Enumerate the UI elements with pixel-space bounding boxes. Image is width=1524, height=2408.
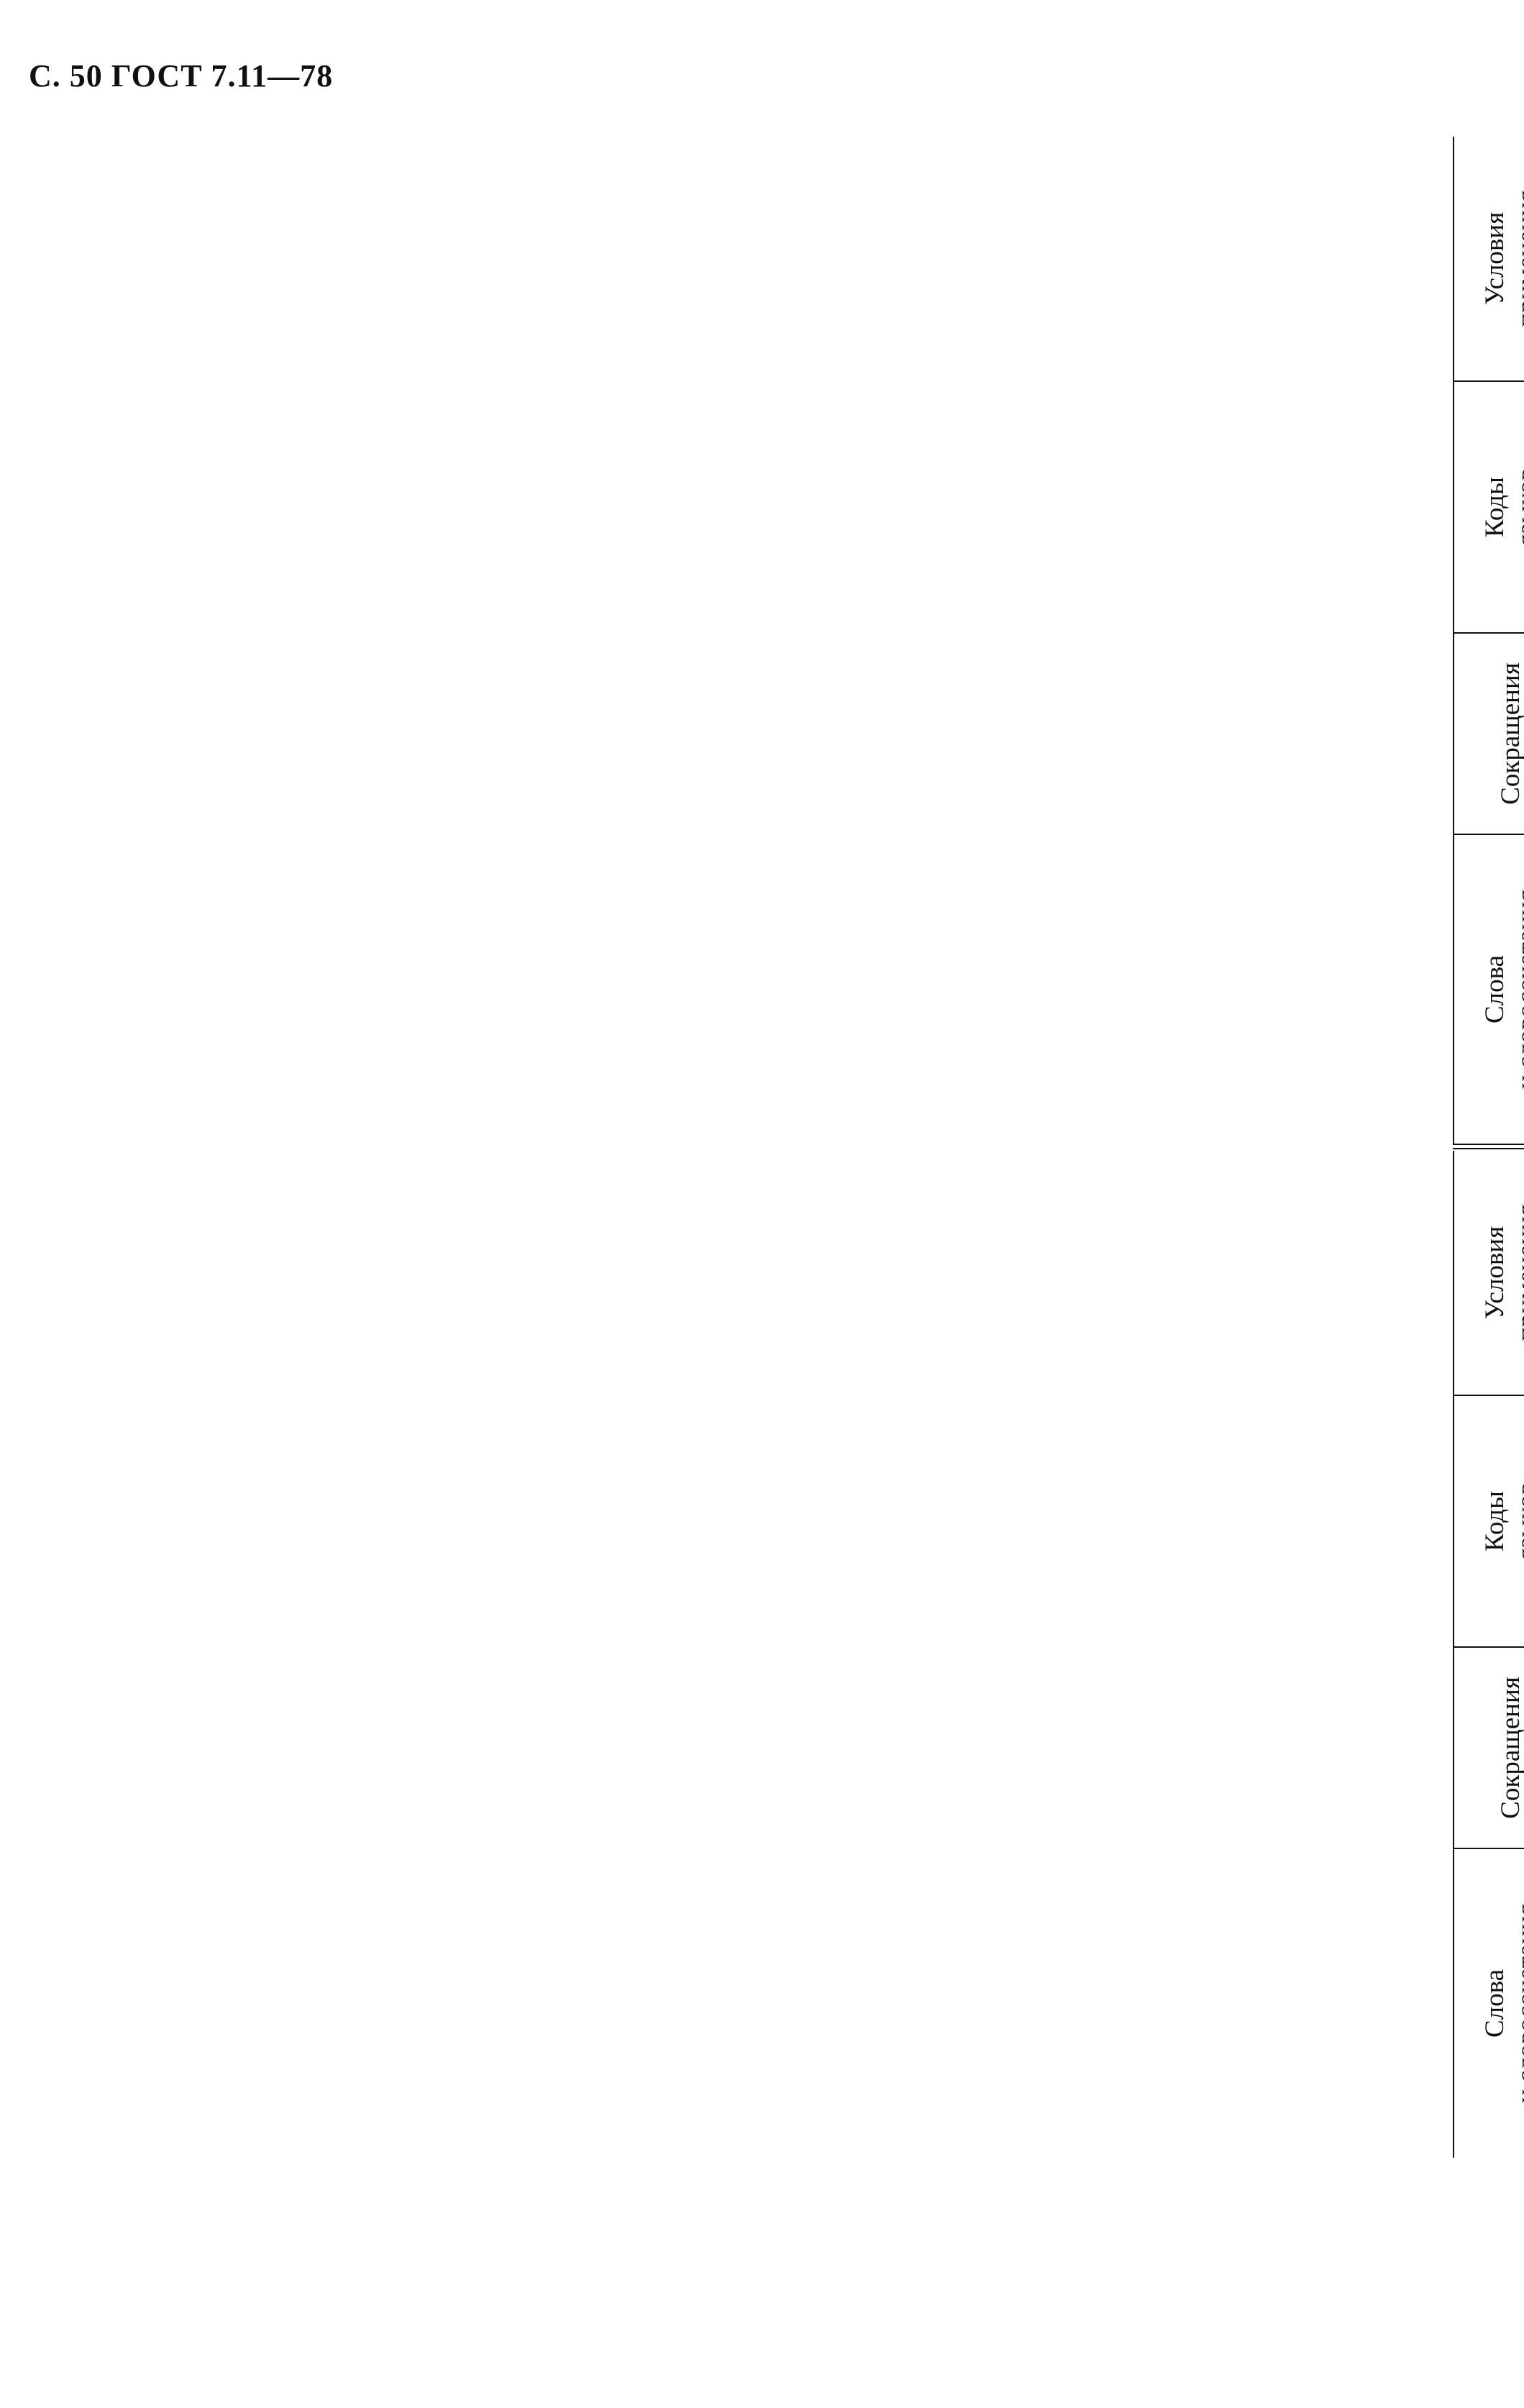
col-header-words: Словаи словосочетания xyxy=(1454,1848,1524,2158)
col-header-cond: Условия применения xyxy=(1454,1151,1524,1395)
table-left: Словаи словосочетания Сокращения Кодыязы… xyxy=(1453,1151,1524,2158)
col-header-abbr: Сокращения xyxy=(1454,1647,1524,1848)
col-header-abbr: Сокращения xyxy=(1454,633,1524,834)
table-right: Словаи словосочетания Сокращения Кодыязы… xyxy=(1453,137,1524,1144)
table-separator xyxy=(1453,1144,1524,1149)
rotated-table-area: Словаи словосочетания Сокращения Кодыязы… xyxy=(1453,137,1524,2158)
col-header-words: Словаи словосочетания xyxy=(1454,834,1524,1144)
col-header-codes: Коды языков xyxy=(1454,381,1524,633)
page-header: С. 50 ГОСТ 7.11—78 xyxy=(29,58,334,94)
col-header-codes: Коды языков xyxy=(1454,1395,1524,1647)
col-header-cond: Условия применения xyxy=(1454,137,1524,381)
